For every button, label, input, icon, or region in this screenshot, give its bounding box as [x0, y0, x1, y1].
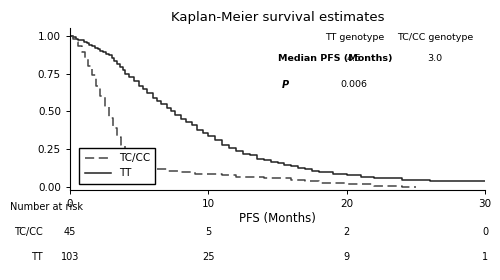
Text: TC/CC: TC/CC: [14, 227, 42, 237]
Text: TT genotype: TT genotype: [324, 33, 384, 42]
Text: 4.5: 4.5: [347, 54, 362, 63]
X-axis label: PFS (Months): PFS (Months): [239, 212, 316, 225]
Text: 1: 1: [482, 252, 488, 262]
Text: 3.0: 3.0: [428, 54, 443, 63]
Text: 0: 0: [482, 227, 488, 237]
Text: Number at risk: Number at risk: [10, 202, 83, 212]
Text: 5: 5: [205, 227, 212, 237]
Text: 25: 25: [202, 252, 214, 262]
Text: 45: 45: [64, 227, 76, 237]
Text: 103: 103: [61, 252, 79, 262]
Text: 9: 9: [344, 252, 349, 262]
Text: P: P: [282, 80, 289, 90]
Text: Median PFS (Months): Median PFS (Months): [278, 54, 392, 63]
Title: Kaplan-Meier survival estimates: Kaplan-Meier survival estimates: [171, 11, 384, 24]
Legend: TC/CC, TT: TC/CC, TT: [80, 148, 156, 184]
Text: 2: 2: [344, 227, 350, 237]
Text: 0.006: 0.006: [341, 80, 368, 89]
Text: TT: TT: [31, 252, 42, 262]
Text: TC/CC genotype: TC/CC genotype: [397, 33, 473, 42]
